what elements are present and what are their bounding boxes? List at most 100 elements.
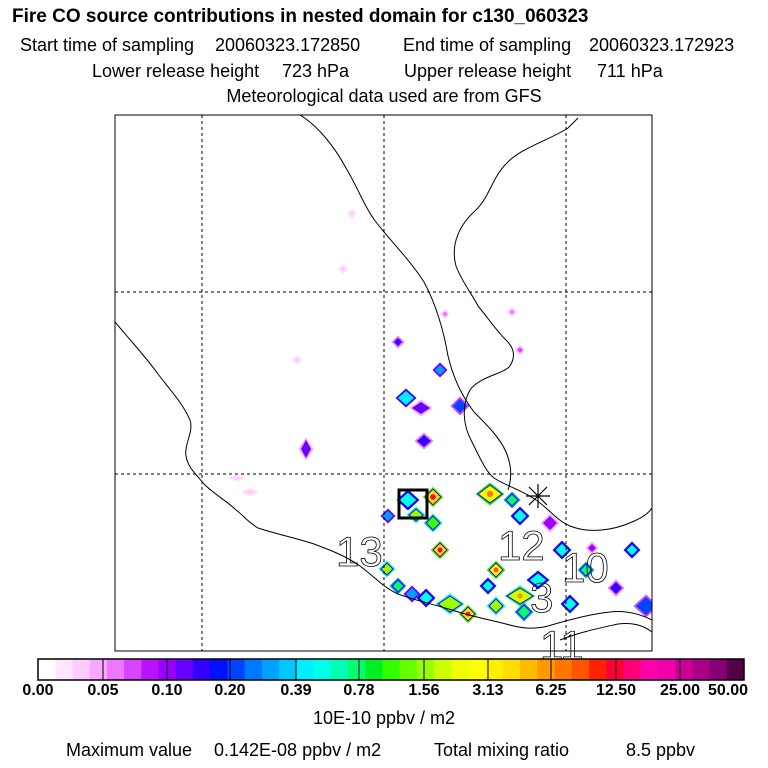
plume-cell xyxy=(416,588,436,608)
plume-cell xyxy=(486,596,506,616)
colorbar-segment xyxy=(589,659,607,680)
plume-cell xyxy=(503,491,521,509)
plume-cell xyxy=(540,513,560,533)
plume-cell xyxy=(486,560,506,580)
plume-cell-core xyxy=(636,597,652,615)
plume-cell-core xyxy=(610,582,622,594)
met-data-note: Meteorological data used are from GFS xyxy=(226,86,542,106)
plume-cell xyxy=(510,506,530,526)
colorbar-segment xyxy=(244,659,263,680)
plume-cell xyxy=(414,432,434,450)
colorbar-tick-label: 0.78 xyxy=(343,682,375,699)
colorbar-segment xyxy=(502,659,521,680)
plume-cell-core xyxy=(301,440,311,458)
plume-cell-core xyxy=(509,309,515,315)
colorbar-segment xyxy=(141,659,159,680)
plume-cell xyxy=(298,437,314,461)
colorbar-segment xyxy=(657,659,676,680)
plume-cell xyxy=(409,399,433,417)
colorbar-segment xyxy=(192,659,211,680)
region-label-10: 10 xyxy=(562,544,609,591)
map-frame xyxy=(114,114,653,652)
colorbar-segment xyxy=(434,659,452,680)
start-time-label: Start time of sampling xyxy=(20,35,195,55)
colorbar-segment xyxy=(210,659,228,680)
plume-cell xyxy=(403,585,421,603)
plume-cell-core xyxy=(383,511,393,521)
colorbar-segment xyxy=(726,659,745,680)
colorbar-tick-label: 0.20 xyxy=(214,682,246,699)
region-label-13: 13 xyxy=(336,528,383,575)
plume-cell xyxy=(450,396,470,416)
plume-cell-core xyxy=(481,579,495,593)
plume-cell xyxy=(475,482,505,506)
colorbar-tick-label: 1.56 xyxy=(408,682,440,699)
plume-cell-core xyxy=(412,402,430,414)
colorbar-tick-label: 12.50 xyxy=(595,682,637,699)
plume-cell-core xyxy=(417,435,431,447)
coastline-central xyxy=(559,623,652,641)
coastline-baja xyxy=(115,321,652,629)
lower-release-value: 723 hPa xyxy=(282,61,350,81)
coastline-gulf xyxy=(453,117,652,531)
plume-layer xyxy=(227,208,652,624)
plume-cell xyxy=(380,508,396,524)
colorbar-tick-label: 50.00 xyxy=(707,682,749,699)
colorbar-segment xyxy=(606,659,624,680)
plume-cell xyxy=(633,594,652,618)
colorbar-segment xyxy=(571,659,590,680)
plume-cell-peak xyxy=(517,593,523,599)
plume-cell-core xyxy=(394,338,402,346)
plume-cell xyxy=(391,335,405,349)
colorbar-segment xyxy=(124,659,142,680)
aircraft-marker xyxy=(526,484,550,508)
colorbar-segment xyxy=(623,659,642,680)
colorbar-unit-label: 10E-10 ppbv / m2 xyxy=(312,708,456,728)
plume-cell-core xyxy=(406,588,418,600)
colorbar-segment xyxy=(55,659,73,680)
plume-cell xyxy=(389,577,407,595)
plume-cell xyxy=(227,473,247,483)
colorbar-segment xyxy=(709,659,728,680)
colorbar-segment xyxy=(106,659,125,680)
plume-cell xyxy=(623,541,641,559)
plume-cell-core xyxy=(230,476,244,480)
colorbar-segment xyxy=(399,659,418,680)
plume-cell-core xyxy=(453,399,467,413)
plume-cell xyxy=(526,570,550,590)
plume-cell xyxy=(514,602,534,622)
region-labels: 13 12 10 3 11 xyxy=(336,522,610,670)
plume-cell xyxy=(346,208,358,220)
plume-cell xyxy=(560,594,580,614)
colorbar-segment xyxy=(520,659,538,680)
colorbar-segment xyxy=(261,659,280,680)
region-label-3: 3 xyxy=(530,574,553,621)
plume-cell xyxy=(395,388,417,408)
upper-release-label: Upper release height xyxy=(404,61,572,81)
colorbar-segment xyxy=(347,659,366,680)
max-value-label: Maximum value xyxy=(66,740,193,760)
colorbar-segment xyxy=(38,659,56,680)
coastline-pacific xyxy=(299,115,512,491)
colorbar-segment xyxy=(382,659,401,680)
plume-cell-core xyxy=(391,579,405,593)
colorbar-segment xyxy=(640,659,659,680)
plume-cell-peak xyxy=(486,490,494,498)
plume-cell xyxy=(514,344,526,356)
colorbar-segment xyxy=(72,659,91,680)
plume-cell xyxy=(577,561,595,579)
source-box xyxy=(397,488,429,520)
plume-cell-peak xyxy=(430,494,436,500)
colorbar xyxy=(37,658,745,681)
plume-cell-core xyxy=(425,515,441,531)
plume-cell xyxy=(585,541,599,555)
colorbar-frame xyxy=(37,658,745,681)
colorbar-segment xyxy=(313,659,332,680)
coastline xyxy=(115,115,652,641)
plume-cell-core xyxy=(340,266,346,272)
colorbar-tick-label: 25.00 xyxy=(659,682,701,699)
colorbar-segment xyxy=(451,659,469,680)
start-time-value: 20060323.172850 xyxy=(215,35,361,55)
plume-cell xyxy=(479,577,497,595)
